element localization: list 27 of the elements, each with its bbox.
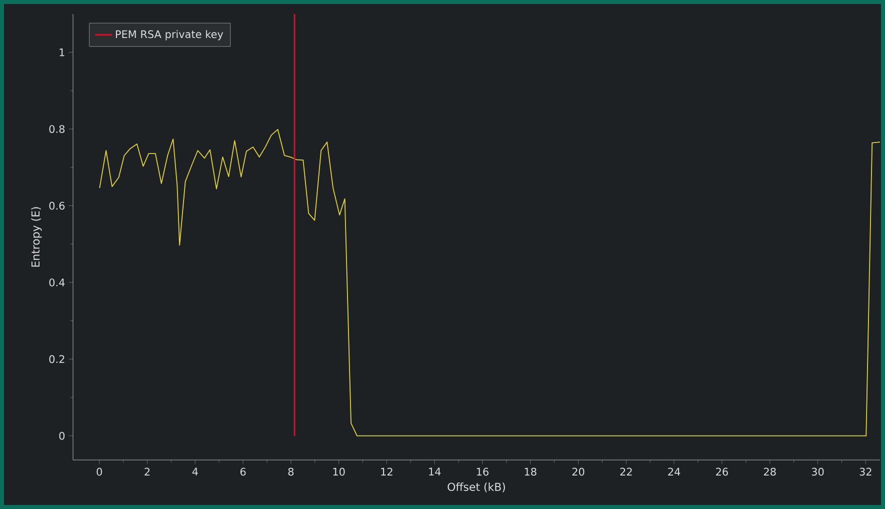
x-tick-label: 22 <box>620 468 632 476</box>
line-series <box>99 128 880 436</box>
y-tick-label: 1 <box>60 48 64 56</box>
x-tick-label: 0 <box>96 468 102 476</box>
x-tick-label: 32 <box>860 468 872 476</box>
y-axis-title: Entropy (E) <box>31 207 42 267</box>
x-tick-label: 4 <box>192 468 198 476</box>
x-tick-label: 10 <box>333 468 345 476</box>
x-tick-label: 28 <box>764 468 776 476</box>
y-tick-label: 0 <box>59 432 65 440</box>
x-tick-label: 14 <box>429 468 441 476</box>
x-tick-label: 24 <box>668 468 680 476</box>
legend-label: PEM RSA private key <box>116 30 224 40</box>
y-tick-label: 0.8 <box>49 125 65 133</box>
y-tick-label: 0.2 <box>49 355 64 364</box>
x-tick-label: 2 <box>144 468 150 476</box>
x-tick-label: 6 <box>240 468 246 476</box>
x-tick-label: 26 <box>716 468 728 476</box>
y-tick-label: 0.4 <box>49 278 65 286</box>
x-tick-label: 12 <box>381 468 392 476</box>
x-tick-label: 8 <box>288 468 294 476</box>
x-tick-label: 20 <box>572 468 584 476</box>
x-tick-label: 16 <box>476 468 488 476</box>
y-tick-label: 0.6 <box>49 202 65 210</box>
x-tick-label: 18 <box>524 468 536 476</box>
x-axis-title: Offset (kB) <box>448 482 505 492</box>
x-tick-label: 30 <box>812 468 824 476</box>
